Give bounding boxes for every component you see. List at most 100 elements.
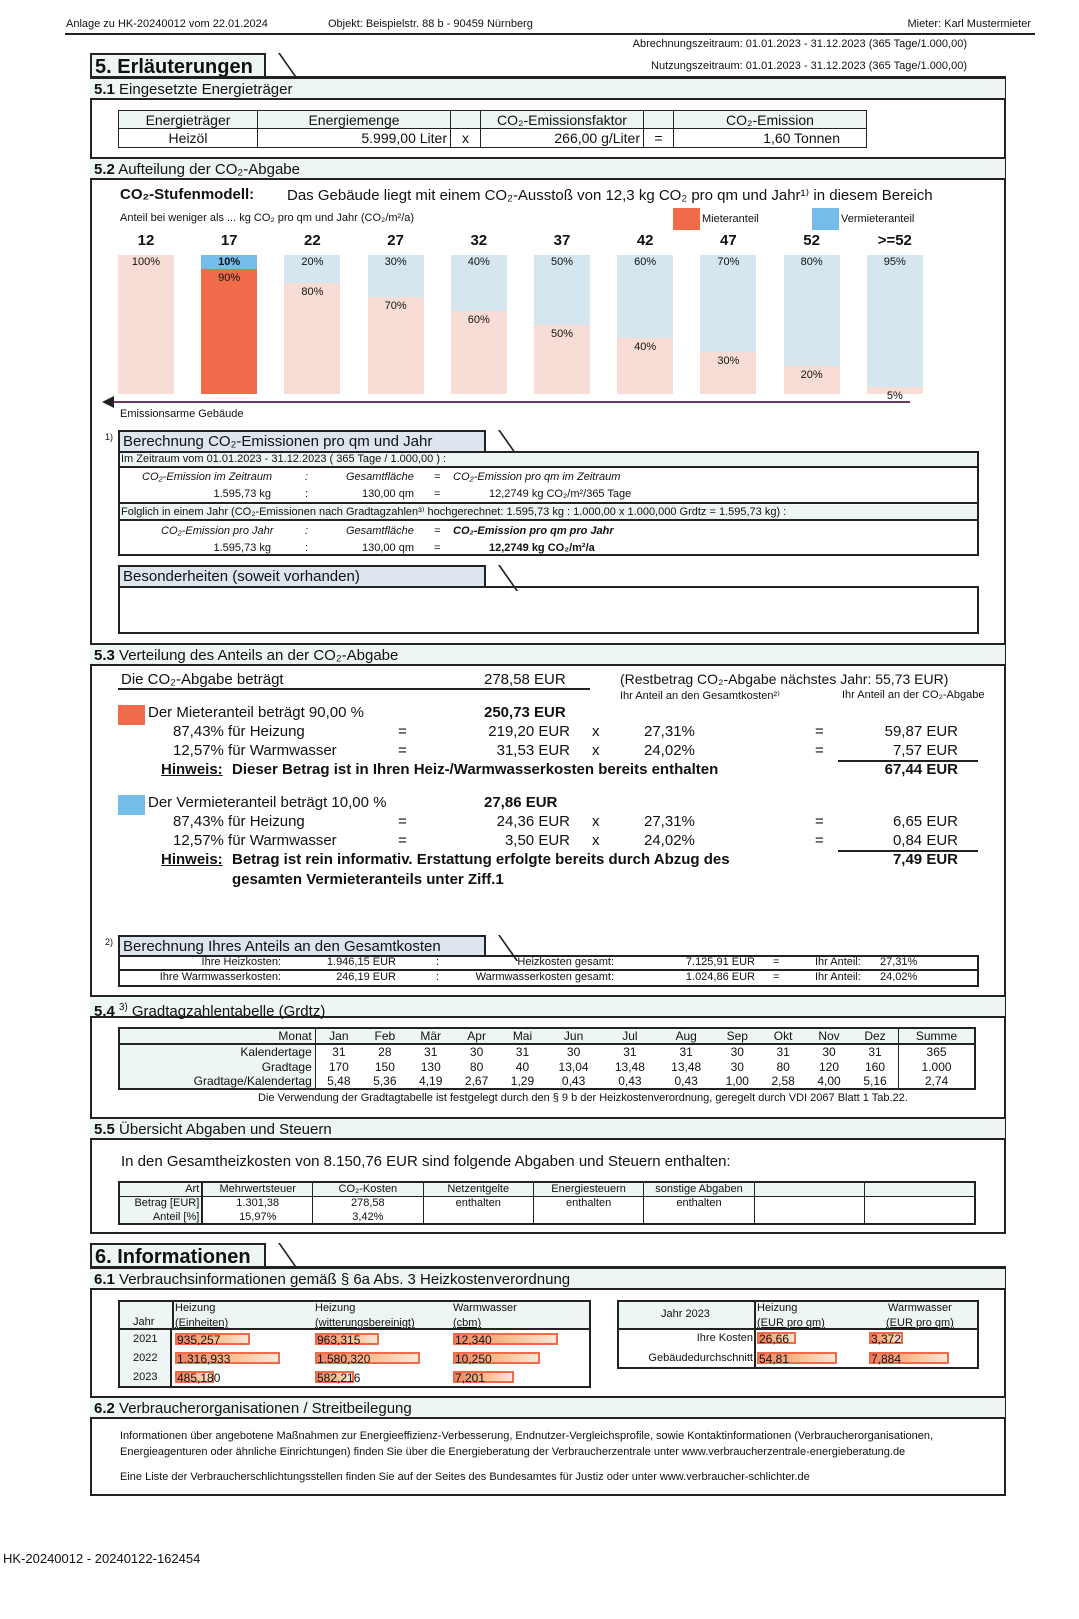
bar-tenant-share <box>617 338 674 394</box>
calc1-tab: Berechnung CO₂-Emissionen pro qm und Jah… <box>118 430 519 456</box>
calc1-cell: CO₂-Emission pro Jahr <box>161 525 274 537</box>
energy-header-cell: CO₂-Emission <box>673 110 867 129</box>
column-co2-share: Ihr Anteil an der CO₂-Abgabe <box>842 689 985 701</box>
table-cell: 0,43 <box>674 1074 698 1088</box>
cost-value: 54,81 <box>759 1352 790 1366</box>
energy-value-cell: x <box>450 128 481 148</box>
table-cell: Energiesteuern <box>532 1182 644 1197</box>
energy-value-cell: Heizöl <box>118 128 258 148</box>
arrow-label: Emissionsarme Gebäude <box>120 408 244 420</box>
calc-cell: 24,36 EUR <box>496 813 570 830</box>
calc-cell: 219,20 EUR <box>488 723 570 740</box>
energy-header-cell: Energieträger <box>118 110 258 129</box>
consumption-value: 1.580,320 <box>317 1352 371 1366</box>
bar-tenant-share <box>201 268 258 394</box>
calc2-cell: 27,31% <box>880 956 918 968</box>
table-cell: Monat <box>119 1028 316 1045</box>
hint-text-continued: gesamten Vermieteranteils unter Ziff.1 <box>232 871 504 888</box>
calc1-cell: = <box>434 542 441 554</box>
calc2-cell: Ihr Anteil: <box>815 971 861 983</box>
calc-cell: x <box>592 832 600 849</box>
table-cell: Art <box>118 1182 204 1197</box>
calc1-period: Im Zeitraum vom 01.01.2023 - 31.12.2023 … <box>120 453 977 468</box>
degree-day-row: Gradtage 170 150 130 80 40 13,04 13,48 13,48 30 80… <box>119 1059 975 1074</box>
arrow-left-icon <box>102 396 114 408</box>
property-address: Objekt: Beispielstr. 88 b - 90459 Nürnbe… <box>328 18 533 30</box>
calc-cell: = <box>398 832 407 849</box>
year-cell: 2023 <box>133 1371 158 1383</box>
calc-cell: 12,57% für Warmwasser <box>173 742 337 759</box>
calc-cell: = <box>398 813 407 830</box>
table-cell: 170 <box>328 1059 349 1074</box>
degree-day-table: Monat Jan Feb Mär Apr Mai Jun Jul Aug Sep Okt Nov De… <box>118 1027 976 1090</box>
calc1-cell: 1.595,73 kg <box>213 542 272 554</box>
calc2-cell: 246,19 EUR <box>336 971 396 983</box>
landlord-share-label: 20% <box>301 256 324 268</box>
table-cell: Dez <box>851 1028 899 1045</box>
consumption-value: 582,216 <box>317 1371 361 1385</box>
calc-cell: = <box>815 832 824 849</box>
table-cell: 31 <box>679 1045 693 1059</box>
consumption-bar <box>453 1371 515 1383</box>
category-label: 12 <box>137 232 155 249</box>
category-label: 42 <box>636 232 654 249</box>
table-cell: 30 <box>566 1045 581 1059</box>
consumption-table <box>118 1300 591 1388</box>
calc-cell: 3,50 EUR <box>504 832 570 849</box>
degree-day-header: Monat Jan Feb Mär Apr Mai Jun Jul Aug Sep Okt Nov De… <box>119 1028 975 1045</box>
year-cell: 2021 <box>133 1333 158 1345</box>
table-cell: Jul <box>601 1028 659 1045</box>
table-cell: 30 <box>469 1045 484 1059</box>
consumption-bar <box>315 1333 379 1345</box>
table-cell: Okt <box>760 1028 807 1045</box>
table-cell: 150 <box>374 1059 395 1074</box>
bar-landlord-share <box>700 255 757 353</box>
table-cell: 2,58 <box>771 1074 795 1088</box>
table-cell: 30 <box>730 1045 744 1059</box>
table-cell: 40 <box>515 1059 530 1074</box>
table-cell: 120 <box>818 1059 840 1074</box>
footnote-mark: 2) <box>105 937 114 947</box>
consumption-value: 963,315 <box>317 1333 361 1347</box>
energy-header-cell <box>643 110 674 129</box>
header-divider <box>65 33 1035 35</box>
table-cell: 31 <box>868 1045 882 1059</box>
legend-label-tenant: Mieteranteil <box>702 213 759 225</box>
table-cell: Feb <box>361 1028 408 1045</box>
arrow-line <box>112 401 910 403</box>
table-cell: 31 <box>776 1045 790 1059</box>
calc-cell: 59,87 EUR <box>884 723 958 740</box>
degree-day-note: Die Verwendung der Gradtagtabelle ist fe… <box>258 1092 908 1104</box>
column-unit: (EUR pro qm) <box>757 1317 825 1329</box>
table-cell: 5,48 <box>327 1074 351 1088</box>
calc-cell: 12,57% für Warmwasser <box>173 832 337 849</box>
calc2-cell: 24,02% <box>880 971 918 983</box>
table-cell: 28 <box>378 1045 392 1059</box>
bar-tenant-share <box>700 352 757 394</box>
hint-label: Hinweis: <box>161 851 223 868</box>
consumption-value: 1.316,933 <box>177 1352 231 1366</box>
table-cell: CO₂-Kosten <box>312 1182 424 1197</box>
table-cell: 0,43 <box>561 1074 586 1088</box>
co2-levy-value: 278,58 EUR <box>484 671 566 688</box>
remaining-amount: (Restbetrag CO₂-Abgabe nächstes Jahr: 55… <box>620 671 949 687</box>
energy-header-cell <box>450 110 481 129</box>
table-cell: Betrag [EUR] <box>118 1196 204 1210</box>
landlord-share-label: 95% <box>883 256 906 268</box>
calc-cell: x <box>592 742 600 759</box>
landlord-share-label: 50% <box>550 256 574 268</box>
table-cell: Mär <box>407 1028 454 1045</box>
year-cell: 2022 <box>133 1352 158 1364</box>
consumption-value: 485,180 <box>177 1371 221 1385</box>
cost-bar <box>869 1332 904 1344</box>
bar-landlord-share <box>866 255 923 388</box>
tax-header: Art Mehrwertsteuer CO₂-Kosten Netzentgelte E… <box>118 1182 975 1197</box>
calc2-box <box>118 955 979 987</box>
info-paragraph-2: Eine Liste der Verbraucherschlichtungsst… <box>120 1471 810 1483</box>
calc2-cell: = <box>773 971 780 983</box>
category-label: 37 <box>553 232 571 249</box>
calc2-tab: Berechnung Ihres Anteils an den Gesamtko… <box>118 935 519 961</box>
year-label: Jahr <box>133 1316 155 1328</box>
calc2-cell: : <box>436 956 440 968</box>
category-label: >=52 <box>877 232 912 249</box>
